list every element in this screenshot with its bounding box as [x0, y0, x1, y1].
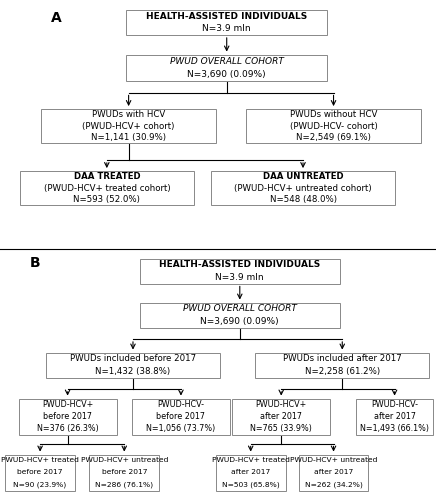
- FancyBboxPatch shape: [41, 109, 216, 143]
- Text: after 2017: after 2017: [374, 412, 416, 421]
- Text: after 2017: after 2017: [260, 412, 302, 421]
- Text: (PWUD-HCV+ treated cohort): (PWUD-HCV+ treated cohort): [44, 184, 170, 192]
- FancyBboxPatch shape: [126, 54, 327, 80]
- Text: N=376 (26.3%): N=376 (26.3%): [37, 424, 99, 433]
- Text: N=1,432 (38.8%): N=1,432 (38.8%): [95, 366, 170, 376]
- Text: N=2,258 (61.2%): N=2,258 (61.2%): [305, 366, 380, 376]
- Text: N=90 (23.9%): N=90 (23.9%): [14, 481, 67, 488]
- FancyBboxPatch shape: [299, 454, 368, 490]
- Text: A: A: [51, 11, 62, 25]
- FancyBboxPatch shape: [140, 302, 340, 328]
- FancyBboxPatch shape: [357, 398, 433, 434]
- Text: PWUD-HCV-: PWUD-HCV-: [157, 400, 204, 409]
- Text: PWUD-HCV+ treated: PWUD-HCV+ treated: [1, 458, 79, 464]
- Text: PWUDs with HCV: PWUDs with HCV: [92, 110, 165, 119]
- FancyBboxPatch shape: [126, 10, 327, 35]
- Text: B: B: [30, 256, 40, 270]
- Text: PWUD-HCV+ treated: PWUD-HCV+ treated: [212, 458, 290, 464]
- Text: N=593 (52.0%): N=593 (52.0%): [73, 195, 140, 204]
- Text: N=286 (76.1%): N=286 (76.1%): [95, 481, 153, 488]
- Text: N=1,493 (66.1%): N=1,493 (66.1%): [360, 424, 429, 433]
- Text: PWUDs without HCV: PWUDs without HCV: [290, 110, 377, 119]
- FancyBboxPatch shape: [132, 398, 230, 434]
- Text: DAA UNTREATED: DAA UNTREATED: [263, 172, 343, 181]
- FancyBboxPatch shape: [46, 352, 220, 378]
- FancyBboxPatch shape: [255, 352, 429, 378]
- FancyBboxPatch shape: [211, 171, 395, 205]
- Text: DAA TREATED: DAA TREATED: [74, 172, 140, 181]
- Text: PWUDs included before 2017: PWUDs included before 2017: [70, 354, 196, 363]
- Text: before 2017: before 2017: [17, 470, 63, 476]
- FancyBboxPatch shape: [20, 171, 194, 205]
- Text: (PWUD-HCV- cohort): (PWUD-HCV- cohort): [290, 122, 378, 130]
- Text: N=262 (34.2%): N=262 (34.2%): [305, 481, 362, 488]
- Text: PWUD-HCV+: PWUD-HCV+: [42, 400, 93, 409]
- Text: N=1,056 (73.7%): N=1,056 (73.7%): [146, 424, 215, 433]
- Text: after 2017: after 2017: [231, 470, 270, 476]
- Text: N=3,690 (0.09%): N=3,690 (0.09%): [187, 70, 266, 78]
- Text: PWUD-HCV+ untreated: PWUD-HCV+ untreated: [81, 458, 168, 464]
- Text: N=1,141 (30.9%): N=1,141 (30.9%): [91, 133, 166, 142]
- Text: N=2,549 (69.1%): N=2,549 (69.1%): [296, 133, 371, 142]
- FancyBboxPatch shape: [140, 258, 340, 283]
- FancyBboxPatch shape: [18, 398, 117, 434]
- Text: PWUD-HCV+ untreated: PWUD-HCV+ untreated: [290, 458, 377, 464]
- FancyBboxPatch shape: [89, 454, 159, 490]
- FancyBboxPatch shape: [5, 454, 75, 490]
- FancyBboxPatch shape: [232, 398, 330, 434]
- Text: N=3,690 (0.09%): N=3,690 (0.09%): [201, 317, 279, 326]
- Text: PWUDs included after 2017: PWUDs included after 2017: [283, 354, 402, 363]
- Text: (PWUD-HCV+ cohort): (PWUD-HCV+ cohort): [82, 122, 175, 130]
- Text: after 2017: after 2017: [314, 470, 353, 476]
- Text: before 2017: before 2017: [102, 470, 147, 476]
- Text: before 2017: before 2017: [157, 412, 205, 421]
- Text: HEALTH-ASSISTED INDIVIDUALS: HEALTH-ASSISTED INDIVIDUALS: [146, 12, 307, 20]
- FancyBboxPatch shape: [216, 454, 286, 490]
- Text: HEALTH-ASSISTED INDIVIDUALS: HEALTH-ASSISTED INDIVIDUALS: [159, 260, 320, 269]
- Text: PWUD OVERALL COHORT: PWUD OVERALL COHORT: [170, 56, 284, 66]
- Text: N=503 (65.8%): N=503 (65.8%): [222, 481, 279, 488]
- Text: PWUD OVERALL COHORT: PWUD OVERALL COHORT: [183, 304, 297, 313]
- Text: PWUD-HCV-: PWUD-HCV-: [371, 400, 418, 409]
- FancyBboxPatch shape: [246, 109, 421, 143]
- Text: N=765 (33.9%): N=765 (33.9%): [250, 424, 312, 433]
- Text: N=548 (48.0%): N=548 (48.0%): [269, 195, 337, 204]
- Text: N=3.9 mln: N=3.9 mln: [202, 24, 251, 33]
- Text: N=3.9 mln: N=3.9 mln: [215, 273, 264, 282]
- Text: before 2017: before 2017: [43, 412, 92, 421]
- Text: PWUD-HCV+: PWUD-HCV+: [255, 400, 307, 409]
- Text: (PWUD-HCV+ untreated cohort): (PWUD-HCV+ untreated cohort): [234, 184, 372, 192]
